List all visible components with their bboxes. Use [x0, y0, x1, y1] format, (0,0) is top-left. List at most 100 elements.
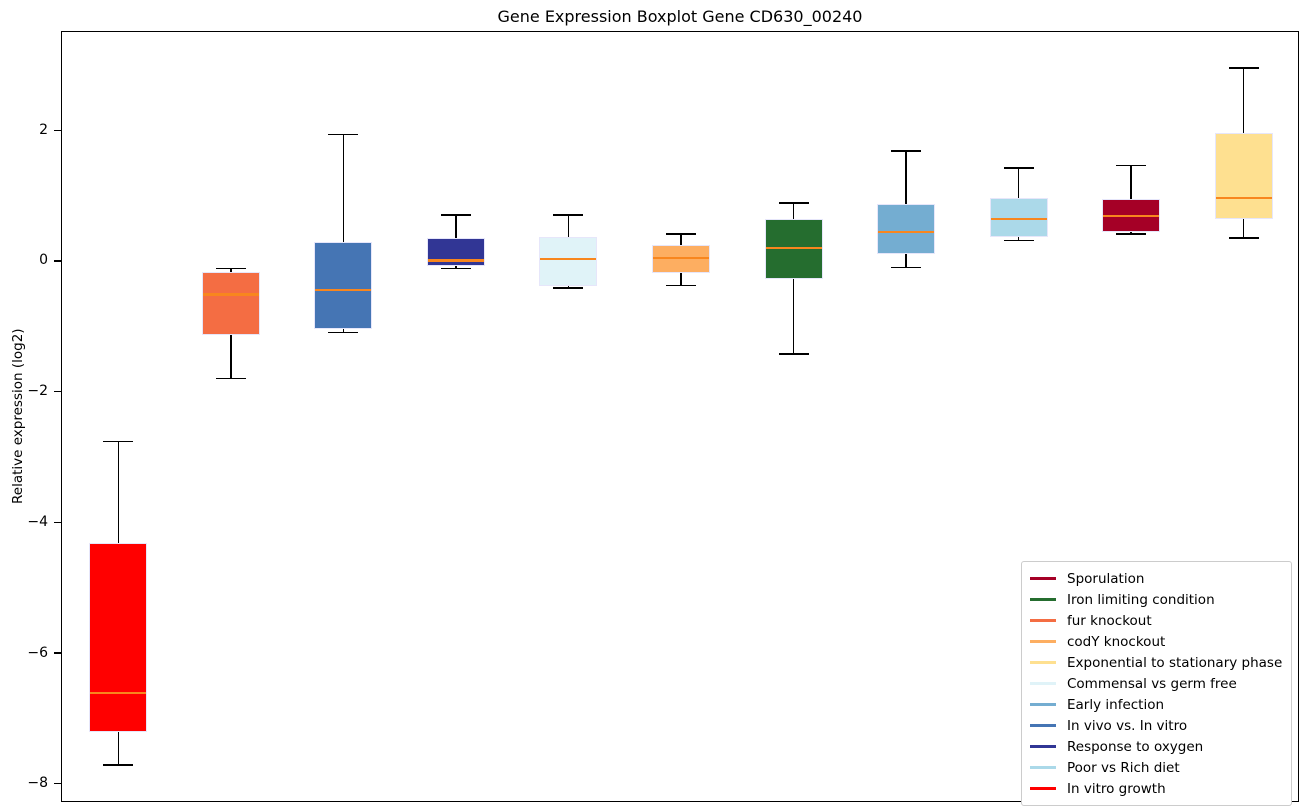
- legend-item-in-vivo-vs-in-vitro: In vivo vs. In vitro: [1030, 715, 1282, 736]
- lower-whisker-cap: [1228, 237, 1259, 239]
- legend-label: Sporulation: [1067, 570, 1145, 587]
- lower-whisker-cap: [103, 764, 134, 766]
- box: [314, 242, 373, 330]
- upper-whisker: [455, 214, 457, 238]
- legend-item-poor-vs-rich-diet: Poor vs Rich diet: [1030, 757, 1282, 778]
- upper-whisker: [792, 203, 795, 219]
- upper-whisker-cap: [1003, 167, 1034, 169]
- lower-whisker: [230, 335, 232, 379]
- legend-label: Poor vs Rich diet: [1067, 759, 1180, 776]
- lower-whisker-cap: [1116, 233, 1147, 235]
- legend-label: Commensal vs germ free: [1067, 675, 1237, 692]
- y-tick-mark: [54, 390, 61, 393]
- upper-whisker: [1243, 67, 1245, 134]
- y-tick-label: −4: [27, 513, 48, 530]
- boxplot-cody-knockout: [652, 32, 710, 801]
- median-line: [1215, 196, 1272, 200]
- legend-swatch: [1030, 745, 1056, 748]
- boxplot-early-infection: [877, 32, 936, 801]
- legend-item-early-infection: Early infection: [1030, 694, 1282, 715]
- plot-area: Sporulation Iron limiting condition fur kn…: [61, 31, 1299, 806]
- y-tick-mark: [54, 783, 61, 785]
- lower-whisker: [455, 265, 457, 269]
- lower-whisker: [342, 329, 345, 333]
- lower-whisker: [680, 273, 682, 286]
- chart-title: Gene Expression Boxplot Gene CD630_00240: [497, 7, 863, 26]
- legend: Sporulation Iron limiting condition fur kn…: [1021, 561, 1293, 806]
- lower-whisker-cap: [328, 331, 359, 334]
- boxplot-sporulation: [1102, 32, 1161, 801]
- y-tick-label: −2: [27, 383, 48, 400]
- upper-whisker-cap: [328, 133, 359, 136]
- y-tick-label: 0: [39, 252, 48, 269]
- upper-whisker-cap: [666, 233, 696, 235]
- boxplot-exponential-to-stationary-phase: [1214, 32, 1273, 801]
- legend-item-response-to-oxygen: Response to oxygen: [1030, 736, 1282, 757]
- legend-item-iron-limiting-condition: Iron limiting condition: [1030, 589, 1282, 610]
- upper-whisker: [905, 150, 907, 204]
- upper-whisker-cap: [553, 214, 584, 216]
- legend-label: codY knockout: [1067, 633, 1166, 650]
- box: [539, 237, 598, 287]
- lower-whisker: [1130, 231, 1132, 234]
- legend-label: Early infection: [1067, 696, 1165, 713]
- lower-whisker: [792, 278, 795, 355]
- legend-label: In vitro growth: [1067, 780, 1166, 797]
- y-tick-label: −8: [27, 775, 48, 792]
- upper-whisker: [117, 441, 119, 543]
- lower-whisker-cap: [891, 266, 922, 268]
- upper-whisker: [1130, 165, 1132, 200]
- median-line: [202, 293, 259, 296]
- median-line: [765, 247, 822, 250]
- median-line: [90, 692, 147, 695]
- legend-swatch: [1030, 661, 1056, 664]
- legend-swatch: [1030, 787, 1056, 790]
- lower-whisker: [567, 286, 570, 289]
- median-line: [427, 259, 484, 262]
- legend-item-fur-knockout: fur knockout: [1030, 610, 1282, 631]
- y-tick-mark: [54, 521, 61, 524]
- median-line: [1103, 215, 1160, 218]
- upper-whisker-cap: [778, 202, 809, 204]
- median-line: [653, 256, 709, 260]
- median-line: [990, 217, 1047, 221]
- legend-swatch: [1030, 640, 1056, 643]
- legend-label: Response to oxygen: [1067, 738, 1204, 755]
- median-line: [540, 257, 597, 260]
- box: [201, 271, 260, 336]
- legend-label: In vivo vs. In vitro: [1067, 717, 1188, 734]
- legend-item-in-vitro-growth: In vitro growth: [1030, 778, 1282, 799]
- lower-whisker: [905, 254, 907, 268]
- upper-whisker-cap: [440, 214, 471, 216]
- legend-swatch: [1030, 766, 1056, 769]
- lower-whisker: [1017, 237, 1020, 241]
- lower-whisker-cap: [440, 267, 471, 270]
- median-line: [878, 230, 935, 234]
- lower-whisker: [1243, 218, 1245, 238]
- legend-swatch: [1030, 724, 1056, 727]
- lower-whisker-cap: [666, 284, 696, 287]
- boxplot-in-vivo-vs-in-vitro: [314, 32, 373, 801]
- lower-whisker-cap: [1003, 239, 1034, 242]
- legend-swatch: [1030, 577, 1056, 580]
- lower-whisker: [117, 732, 119, 766]
- legend-swatch: [1030, 703, 1056, 706]
- legend-label: Exponential to stationary phase: [1067, 654, 1283, 671]
- upper-whisker: [342, 134, 345, 243]
- legend-swatch: [1030, 598, 1056, 601]
- boxplot-response-to-oxygen: [426, 32, 485, 801]
- upper-whisker-cap: [891, 150, 922, 152]
- legend-item-commensal-vs-germ-free: Commensal vs germ free: [1030, 673, 1282, 694]
- legend-label: fur knockout: [1067, 612, 1152, 629]
- box: [877, 203, 936, 255]
- upper-whisker: [230, 268, 232, 272]
- legend-item-cody-knockout: codY knockout: [1030, 631, 1282, 652]
- y-tick-mark: [54, 260, 61, 262]
- upper-whisker-cap: [215, 267, 246, 270]
- boxplot-in-vitro-growth: [89, 32, 148, 801]
- upper-whisker-cap: [1116, 164, 1147, 166]
- box: [1214, 133, 1273, 219]
- boxplot-fur-knockout: [201, 32, 260, 801]
- boxplot-commensal-vs-germ-free: [539, 32, 598, 801]
- legend-label: Iron limiting condition: [1067, 591, 1215, 608]
